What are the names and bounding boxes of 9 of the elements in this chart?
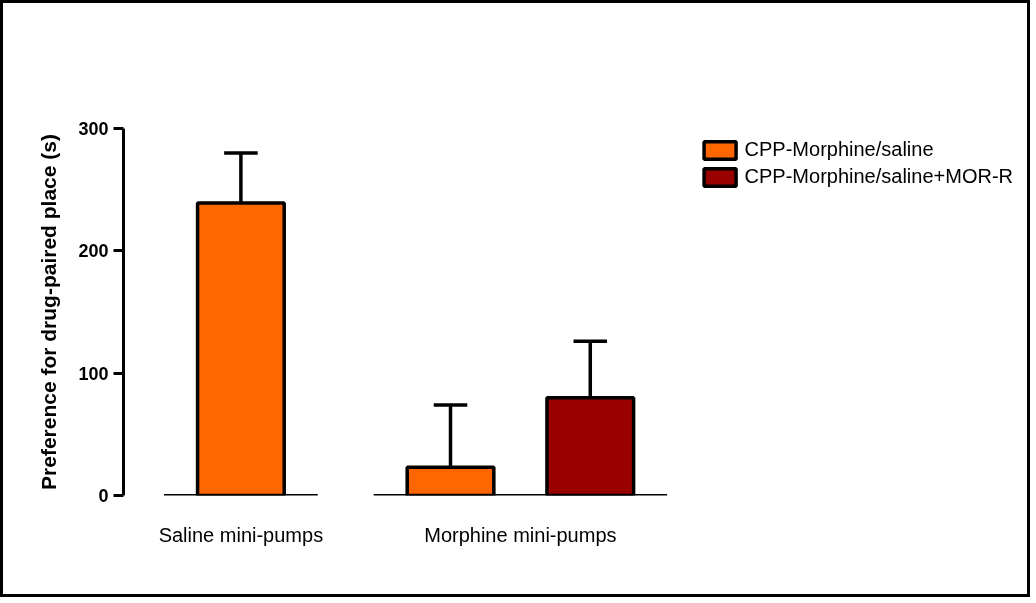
y-tick-label: 0 (98, 486, 109, 506)
legend-label: CPP-Morphine/saline (744, 138, 934, 161)
legend-label: CPP-Morphine/saline+MOR-R (744, 165, 1013, 188)
y-tick-label: 200 (78, 241, 109, 262)
y-axis-title: Preference for drug-paired place (s) (37, 134, 61, 490)
x-tick-label: Morphine mini-pumps (424, 523, 617, 546)
y-tick-label: 300 (78, 119, 109, 139)
y-tick-label: 100 (78, 363, 109, 384)
x-tick-label: Saline mini-pumps (158, 523, 324, 546)
